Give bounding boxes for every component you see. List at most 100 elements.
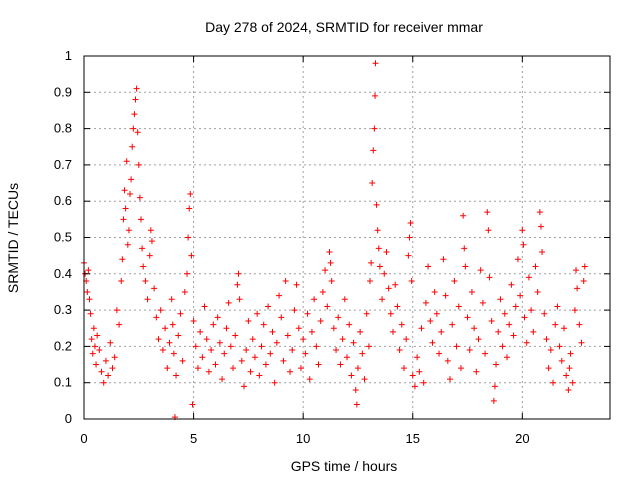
data-point	[581, 263, 588, 270]
data-point	[337, 361, 344, 368]
data-point	[118, 278, 125, 285]
data-point	[116, 321, 123, 328]
data-point	[444, 357, 451, 364]
data-point	[341, 296, 348, 303]
data-point	[181, 288, 188, 295]
data-point	[297, 365, 304, 372]
data-point	[179, 357, 186, 364]
y-tick-label: 0.3	[54, 302, 72, 317]
data-point	[357, 328, 364, 335]
data-point	[569, 379, 576, 386]
data-point	[451, 278, 458, 285]
data-point	[390, 328, 397, 335]
x-axis-title: GPS time / hours	[291, 458, 398, 474]
data-point	[442, 292, 449, 299]
data-point	[113, 307, 120, 314]
data-point	[537, 223, 544, 230]
data-point	[107, 339, 114, 346]
y-tick-label: 0	[65, 411, 72, 426]
data-point	[400, 365, 407, 372]
data-point	[166, 339, 173, 346]
data-point	[254, 310, 261, 317]
x-tick-label: 5	[190, 431, 197, 446]
data-point	[205, 368, 212, 375]
data-point	[447, 376, 454, 383]
data-point	[324, 303, 331, 310]
data-point	[105, 372, 112, 379]
data-point	[543, 336, 550, 343]
data-point	[371, 125, 378, 132]
data-point	[491, 383, 498, 390]
data-point	[580, 278, 587, 285]
data-point	[438, 328, 445, 335]
data-point	[534, 288, 541, 295]
data-point	[189, 401, 196, 408]
data-point	[124, 241, 131, 248]
data-point	[192, 343, 199, 350]
data-point	[280, 357, 287, 364]
data-point	[133, 85, 140, 92]
x-tick-label: 20	[515, 431, 529, 446]
data-point	[405, 252, 412, 259]
data-point	[348, 372, 355, 379]
chart-title: Day 278 of 2024, SRMTID for receiver mma…	[205, 19, 483, 35]
data-point	[168, 296, 175, 303]
data-point	[541, 310, 548, 317]
data-point	[545, 365, 552, 372]
data-point	[464, 314, 471, 321]
data-point	[427, 317, 434, 324]
data-point	[565, 386, 572, 393]
data-point	[506, 321, 513, 328]
data-point	[109, 365, 116, 372]
data-point	[394, 303, 401, 310]
data-point	[173, 372, 180, 379]
data-point	[560, 325, 567, 332]
data-point	[530, 328, 537, 335]
data-point	[408, 278, 415, 285]
data-point	[177, 310, 184, 317]
data-point	[199, 354, 206, 361]
data-point	[473, 368, 480, 375]
data-point	[523, 339, 530, 346]
data-point	[216, 339, 223, 346]
data-point	[159, 347, 166, 354]
data-point	[130, 125, 137, 132]
data-point	[525, 274, 532, 281]
data-point	[230, 365, 237, 372]
data-point	[273, 339, 280, 346]
data-point	[449, 321, 456, 328]
data-point	[129, 143, 136, 150]
data-point	[571, 307, 578, 314]
data-point	[289, 347, 296, 354]
data-point	[556, 343, 563, 350]
data-point	[418, 325, 425, 332]
data-point	[346, 321, 353, 328]
data-point	[466, 347, 473, 354]
data-point	[352, 386, 359, 393]
data-point	[306, 376, 313, 383]
y-tick-label: 0.9	[54, 84, 72, 99]
data-point	[319, 288, 326, 295]
data-point	[490, 397, 497, 404]
data-point	[440, 256, 447, 263]
data-point	[558, 357, 565, 364]
data-point	[554, 303, 561, 310]
data-point	[327, 259, 334, 266]
data-point	[185, 234, 192, 241]
data-point	[370, 147, 377, 154]
data-point	[425, 263, 432, 270]
data-point	[232, 332, 239, 339]
data-point	[243, 347, 250, 354]
data-point	[282, 278, 289, 285]
data-point	[409, 372, 416, 379]
data-point	[322, 267, 329, 274]
y-tick-label: 0.7	[54, 157, 72, 172]
data-point	[136, 194, 143, 201]
data-point	[422, 299, 429, 306]
data-point	[563, 372, 570, 379]
data-point	[134, 129, 141, 136]
data-point	[221, 350, 228, 357]
data-point	[333, 347, 340, 354]
data-point	[267, 350, 274, 357]
